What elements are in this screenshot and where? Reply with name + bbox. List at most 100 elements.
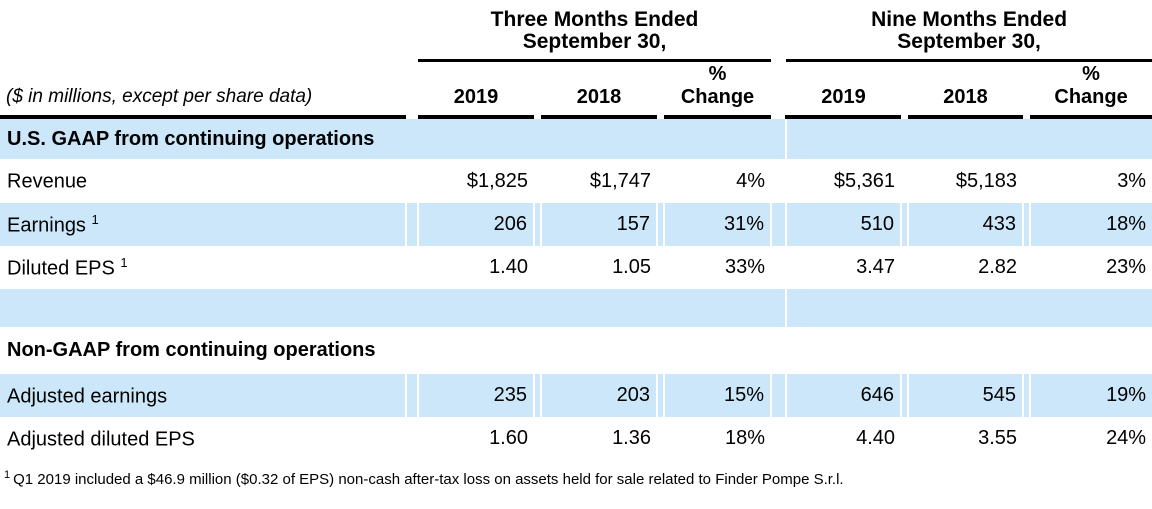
cell-value: $1,825 — [466, 169, 528, 192]
cell-value: 545 — [907, 374, 1024, 417]
group-title-line1: Three Months Ended — [490, 7, 699, 31]
pct-line1: % — [1082, 63, 1100, 85]
spacer-cell — [901, 60, 908, 117]
row-label: Adjusted diluted EPS — [7, 428, 195, 451]
spacer-cell — [406, 246, 418, 289]
spacer-cell — [901, 159, 908, 203]
cell-value: 433 — [907, 203, 1024, 246]
pct-line2: Change — [680, 86, 755, 108]
spacer-cell — [901, 417, 908, 460]
pct-line2: Change — [1054, 86, 1128, 108]
spacer-cell — [533, 374, 541, 417]
spacer-cell — [534, 417, 541, 460]
cell-value: 3.47 — [856, 256, 896, 278]
table-row-diluted-eps: Diluted EPS 1 1.40 1.05 33% 3.47 2.82 23… — [0, 246, 1152, 289]
cell-value: $1,747 — [589, 169, 651, 192]
spacer-cell — [406, 60, 418, 117]
col-header-pct-change-3mo: % Change — [664, 60, 772, 119]
table-row-adjusted-earnings: Adjusted earnings 235 203 15% 646 545 19… — [0, 374, 1152, 417]
spacer-cell — [1023, 246, 1030, 289]
spacer-cell — [771, 0, 786, 60]
footnote: 1 Q1 2019 included a $46.9 million ($0.32… — [0, 460, 1152, 488]
cell-value: 235 — [417, 374, 534, 417]
table-row-revenue: Revenue $1,825 $1,747 4% $5,361 $5,183 3… — [0, 159, 1152, 203]
spacer-cell — [656, 374, 664, 417]
cell-value: 157 — [540, 203, 657, 246]
spacer-cell — [771, 60, 786, 117]
section-header-row: Non-GAAP from continuing operations — [0, 327, 1152, 374]
cell-value: $5,361 — [833, 169, 896, 192]
cell-value: 2.82 — [978, 256, 1018, 278]
section-header-row: U.S. GAAP from continuing operations — [0, 117, 1152, 159]
spacer-cell — [657, 417, 664, 460]
spacer-cell — [1022, 203, 1031, 246]
spacer-cell — [770, 203, 787, 246]
cell-value: 4.40 — [856, 427, 896, 449]
spacer-cell — [900, 203, 909, 246]
group-title-line2: September 30, — [522, 30, 667, 54]
row-label: Earnings 1 — [0, 203, 406, 246]
table-row-earnings: Earnings 1 206 157 31% 510 433 18% — [0, 203, 1152, 246]
cell-value: 24% — [1106, 427, 1147, 449]
footnote-text: Q1 2019 included a $46.9 million ($0.32 … — [13, 471, 844, 488]
group-title-line1: Nine Months Ended — [871, 7, 1068, 31]
cell-value: 510 — [785, 203, 902, 246]
spacer-cell — [771, 159, 786, 203]
spacer-cell — [406, 159, 418, 203]
col-header-2018-3mo: 2018 — [541, 60, 657, 119]
spacer-cell — [1023, 60, 1030, 117]
col-header-2018-9mo: 2018 — [908, 60, 1024, 119]
blank-fill — [0, 289, 787, 327]
section-header-fill — [785, 117, 1152, 159]
group-title-line2: September 30, — [897, 30, 1041, 54]
row-label: Revenue — [7, 170, 88, 193]
spacer-cell — [657, 159, 664, 203]
col-header-pct-change-9mo: % Change — [1030, 60, 1152, 119]
cell-value: 19% — [1029, 374, 1152, 417]
cell-value: 206 — [417, 203, 534, 246]
blank-highlight-row — [0, 289, 1152, 327]
row-label: Diluted EPS 1 — [7, 254, 128, 280]
cell-value: 4% — [736, 169, 766, 192]
cell-value: 23% — [1106, 256, 1147, 278]
cell-value: 15% — [662, 374, 772, 417]
spacer-cell — [656, 203, 664, 246]
empty-cell — [0, 0, 406, 60]
financial-results-table: Three Months Ended September 30, Nine Mo… — [0, 0, 1152, 460]
cell-value: 1.60 — [489, 427, 528, 449]
cell-value: 18% — [1029, 203, 1152, 246]
blank-fill — [785, 289, 1152, 327]
spacer-cell — [901, 246, 908, 289]
spacer-cell — [534, 60, 541, 117]
spacer-cell — [1023, 159, 1030, 203]
spacer-cell — [657, 60, 664, 117]
section-title-us-gaap: U.S. GAAP from continuing operations — [0, 117, 787, 159]
cell-value: 33% — [725, 256, 766, 278]
cell-value: $5,183 — [955, 169, 1018, 192]
column-header-row: ($ in millions, except per share data) 2… — [0, 60, 1152, 119]
units-note: ($ in millions, except per share data) — [0, 60, 406, 119]
period-group-header-row: Three Months Ended September 30, Nine Mo… — [0, 0, 1152, 62]
cell-value: 3% — [1117, 169, 1147, 192]
cell-value: 1.05 — [612, 256, 651, 278]
spacer-cell — [657, 246, 664, 289]
cell-value: 1.40 — [489, 256, 528, 278]
row-label: Adjusted earnings — [0, 374, 406, 417]
spacer-cell — [1022, 374, 1031, 417]
col-header-2019-9mo: 2019 — [786, 60, 902, 119]
spacer-cell — [406, 417, 418, 460]
spacer-cell — [405, 374, 418, 417]
table-row-adjusted-diluted-eps: Adjusted diluted EPS 1.60 1.36 18% 4.40 … — [0, 417, 1152, 460]
cell-value: 1.36 — [612, 427, 651, 449]
spacer-cell — [771, 246, 786, 289]
cell-value: 18% — [725, 427, 766, 449]
cell-value: 646 — [785, 374, 902, 417]
spacer-cell — [900, 374, 909, 417]
spacer-cell — [406, 0, 418, 60]
section-title-non-gaap: Non-GAAP from continuing operations — [7, 339, 376, 361]
three-months-group-header: Three Months Ended September 30, — [418, 0, 772, 62]
spacer-cell — [534, 246, 541, 289]
nine-months-group-header: Nine Months Ended September 30, — [786, 0, 1152, 62]
cell-value: 31% — [662, 203, 772, 246]
